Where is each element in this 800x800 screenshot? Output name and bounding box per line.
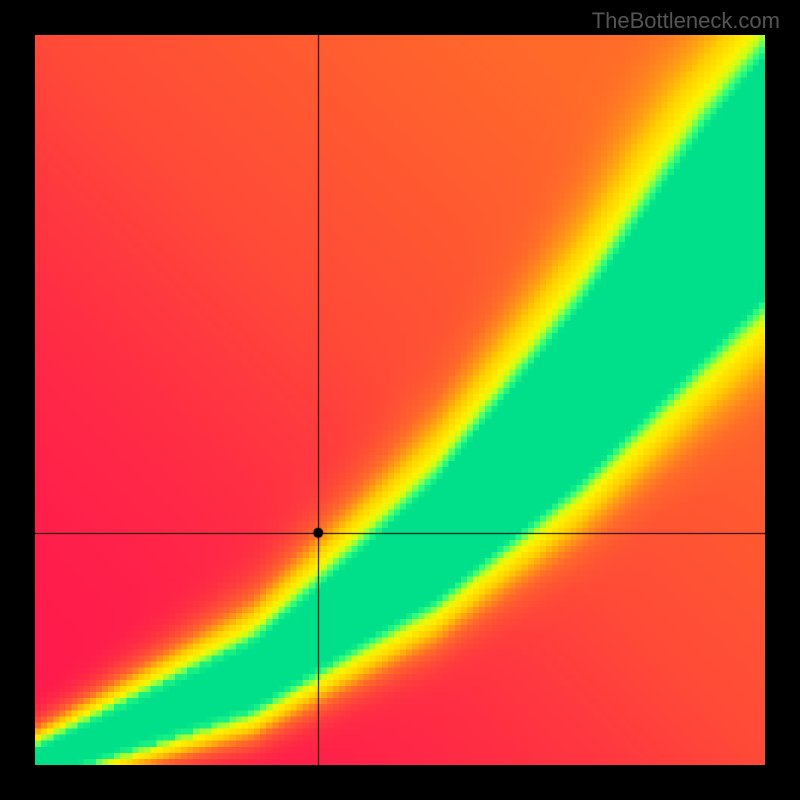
watermark-text: TheBottleneck.com (592, 8, 780, 34)
chart-container: { "watermark": { "text": "TheBottleneck.… (0, 0, 800, 800)
crosshair-overlay (35, 35, 765, 765)
